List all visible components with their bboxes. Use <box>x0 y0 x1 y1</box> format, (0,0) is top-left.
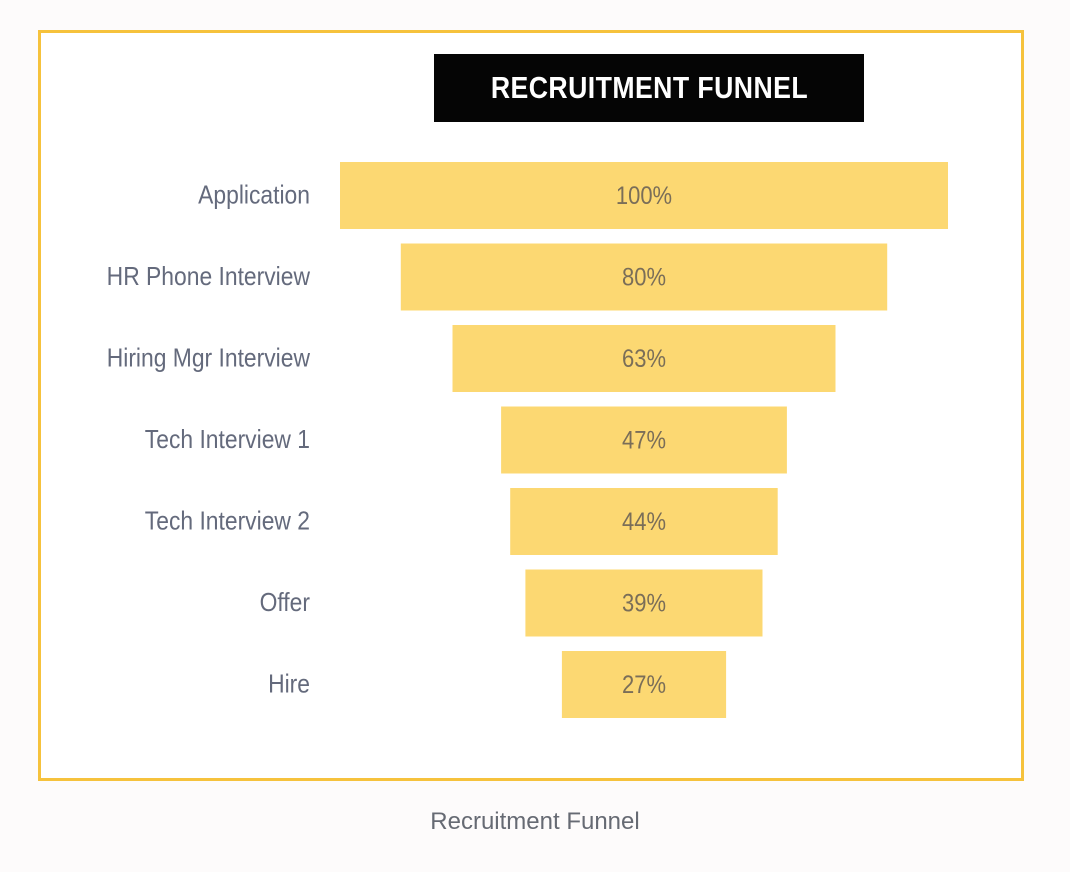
data-label: 27% <box>622 671 666 699</box>
data-label: 80% <box>622 263 666 291</box>
category-label: Tech Interview 1 <box>145 426 310 455</box>
funnel-bar <box>525 569 763 637</box>
data-label: 44% <box>622 508 666 536</box>
funnel-bar <box>400 243 888 311</box>
funnel-bar <box>561 651 727 718</box>
data-label: 39% <box>622 589 666 617</box>
funnel-bar <box>340 162 948 229</box>
category-label: Tech Interview 2 <box>145 507 310 536</box>
category-label: Offer <box>260 589 310 618</box>
chart-frame: RECRUITMENT FUNNEL <box>38 30 1024 781</box>
category-label: Application <box>198 181 310 210</box>
data-label: 100% <box>616 182 672 210</box>
category-label: Hire <box>268 670 310 699</box>
chart-title-box: RECRUITMENT FUNNEL <box>434 54 864 122</box>
funnel-bar <box>452 325 836 392</box>
figure-caption: Recruitment Funnel <box>430 808 640 835</box>
data-label: 63% <box>622 345 666 373</box>
category-label: HR Phone Interview <box>107 263 311 292</box>
funnel-bar <box>501 406 787 474</box>
funnel-bar <box>510 488 778 555</box>
chart-title: RECRUITMENT FUNNEL <box>490 70 808 105</box>
data-label: 47% <box>622 426 666 454</box>
category-label: Hiring Mgr Interview <box>107 344 311 373</box>
